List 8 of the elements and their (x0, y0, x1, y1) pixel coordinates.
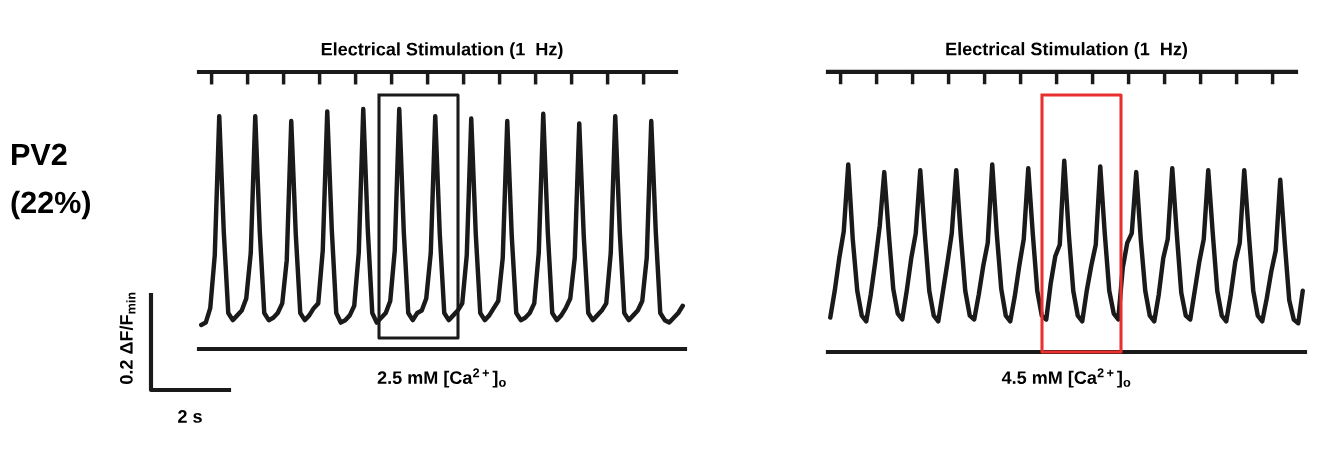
text: 2.5 mM [Ca$^{2+}$]$_{o}$ (377, 368, 506, 388)
text: PV2 (12, 143, 67, 165)
text: 2 s (178, 410, 202, 423)
text: 4.5 mM [Ca$^{2+}$]$_{o}$ (1001, 368, 1131, 388)
chart-title: Electrical Stimulation (1 Hz) (321, 42, 563, 60)
text: 0.2 ΔF/F$_{min}$ (119, 292, 136, 384)
text: (22%) (11, 190, 90, 220)
chart-title: Electrical Stimulation (1 Hz) (946, 42, 1188, 59)
